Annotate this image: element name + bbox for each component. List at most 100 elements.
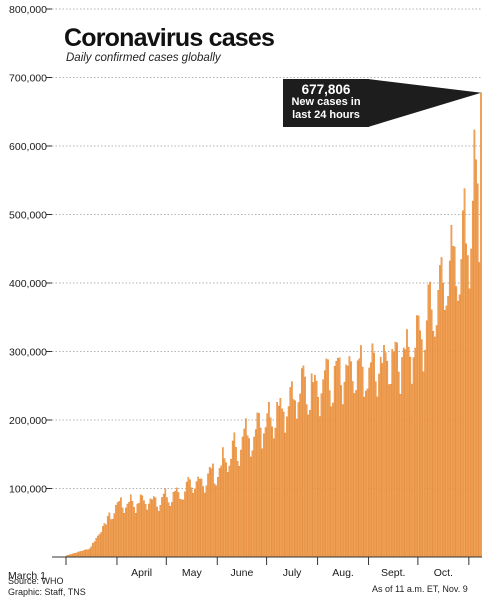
bar [169, 506, 172, 558]
bar [97, 535, 99, 558]
bar [233, 432, 236, 558]
bar [300, 368, 303, 558]
bar [304, 376, 306, 558]
bar [299, 393, 301, 558]
bar [113, 513, 116, 558]
bar [185, 481, 188, 558]
bar [384, 352, 387, 558]
bar [116, 502, 119, 558]
bar [305, 404, 308, 558]
bar [297, 402, 300, 558]
bar [422, 371, 425, 558]
bar [322, 379, 324, 558]
bar [319, 416, 321, 558]
bar [332, 402, 334, 558]
bar [129, 494, 132, 558]
bar [90, 546, 93, 558]
bar [444, 310, 446, 558]
bar [480, 92, 482, 558]
bar [448, 260, 451, 558]
bar [243, 428, 246, 558]
bar [85, 549, 88, 558]
bar [118, 500, 121, 558]
bar [88, 548, 91, 558]
bar [393, 351, 395, 558]
bar [475, 159, 477, 558]
bar [157, 511, 160, 558]
bar [478, 262, 481, 558]
bar [397, 371, 400, 558]
bar [394, 341, 397, 558]
bar [345, 364, 347, 558]
bar [419, 330, 421, 558]
bar [425, 320, 428, 558]
bar [310, 373, 313, 558]
bar [439, 265, 441, 558]
bar [289, 387, 292, 558]
bar [276, 402, 278, 558]
bar [286, 416, 288, 558]
bar [465, 243, 468, 558]
bar [110, 519, 112, 558]
x-tick-label: May [182, 567, 203, 579]
bar [320, 393, 323, 558]
bar [101, 526, 104, 558]
bar [309, 409, 311, 558]
bar [180, 499, 183, 558]
bar [307, 414, 310, 558]
bar [111, 519, 114, 558]
y-tick-label: 100,000 [9, 484, 47, 496]
bar [226, 472, 229, 558]
bar [126, 503, 129, 558]
bar [156, 506, 158, 558]
bar [353, 393, 356, 558]
annotation-pointer [368, 79, 482, 127]
bar [100, 532, 102, 558]
bar [138, 503, 140, 558]
bar [74, 553, 76, 558]
bar [351, 381, 354, 558]
bar [106, 516, 109, 558]
bar [93, 541, 96, 558]
bar [333, 366, 336, 558]
bar [261, 448, 264, 558]
bar [412, 357, 415, 558]
bar [245, 418, 247, 558]
x-tick-label: Sept. [381, 567, 406, 579]
bar [343, 381, 346, 558]
bar [263, 433, 265, 558]
bar [179, 499, 181, 558]
bar [115, 505, 117, 558]
bar [197, 476, 200, 558]
bar [277, 405, 280, 558]
chart-title: Coronavirus cases [64, 24, 275, 52]
chart-subtitle: Daily confirmed cases globally [66, 52, 221, 64]
bar [248, 438, 250, 558]
y-tick-label: 400,000 [9, 278, 47, 290]
bar [282, 411, 285, 558]
bar [442, 282, 445, 558]
y-tick-label: 800,000 [9, 4, 47, 16]
bar [342, 404, 344, 558]
bar [222, 447, 224, 558]
bar [269, 417, 272, 558]
bar [235, 446, 237, 558]
bar [92, 543, 94, 558]
bar [210, 468, 213, 558]
bar [172, 492, 175, 558]
bar [217, 477, 219, 558]
bar [144, 504, 147, 558]
bar [365, 390, 367, 558]
x-tick-label: April [131, 567, 152, 579]
x-tick-label: July [283, 567, 302, 579]
bar [366, 388, 369, 558]
bar [468, 288, 471, 558]
annotation-line-1: New cases in [291, 96, 361, 108]
bar [361, 366, 364, 558]
bar [182, 499, 185, 558]
bar [230, 458, 232, 558]
bar [340, 385, 343, 558]
bar [238, 465, 241, 558]
bar [241, 436, 244, 558]
bar [346, 365, 349, 558]
